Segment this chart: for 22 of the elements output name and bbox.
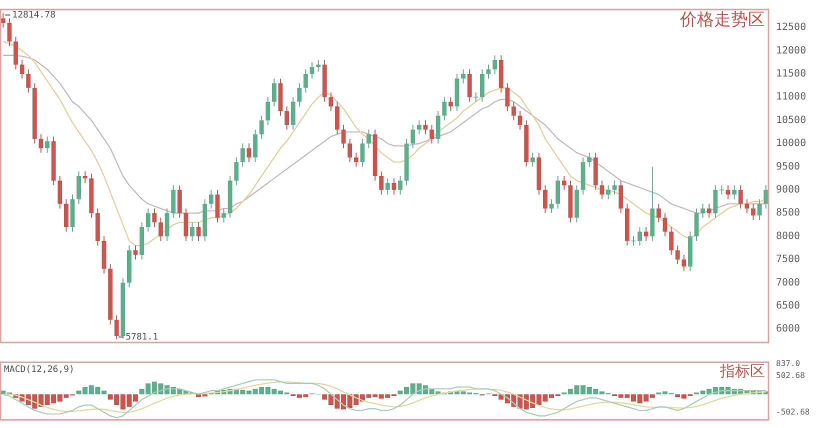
y-tick-label: 8000 [776,230,800,242]
y-tick-label: 8500 [776,208,800,219]
y-tick-label: 7000 [776,277,800,288]
y-tick-label: 9000 [776,184,800,196]
y-tick-label: 11000 [776,92,806,103]
y-tick-label: 7500 [776,254,800,266]
y-tick-label: 10500 [776,114,806,126]
annotation: 5781.1 [126,332,158,342]
y-tick-label: 9500 [776,161,800,172]
y-tick-label: 12500 [776,22,806,34]
y-tick-label: -502.68 [776,407,810,416]
chart-title: 指标区 [719,362,765,380]
y-tick-label: 11500 [776,68,806,80]
y-tick-label: 6500 [776,300,800,312]
y-tick-label: 12000 [776,45,806,56]
annotation: MACD(12,26,9) [4,365,74,376]
y-tick-label: 502.68 [776,371,806,380]
y-tick-label: 6000 [776,324,800,335]
y-tick-label: 837.0 [776,359,800,368]
y-tick-label: 10000 [776,138,806,150]
chart-title: 价格走势区 [679,10,765,30]
annotation: 12814.78 [12,10,56,20]
